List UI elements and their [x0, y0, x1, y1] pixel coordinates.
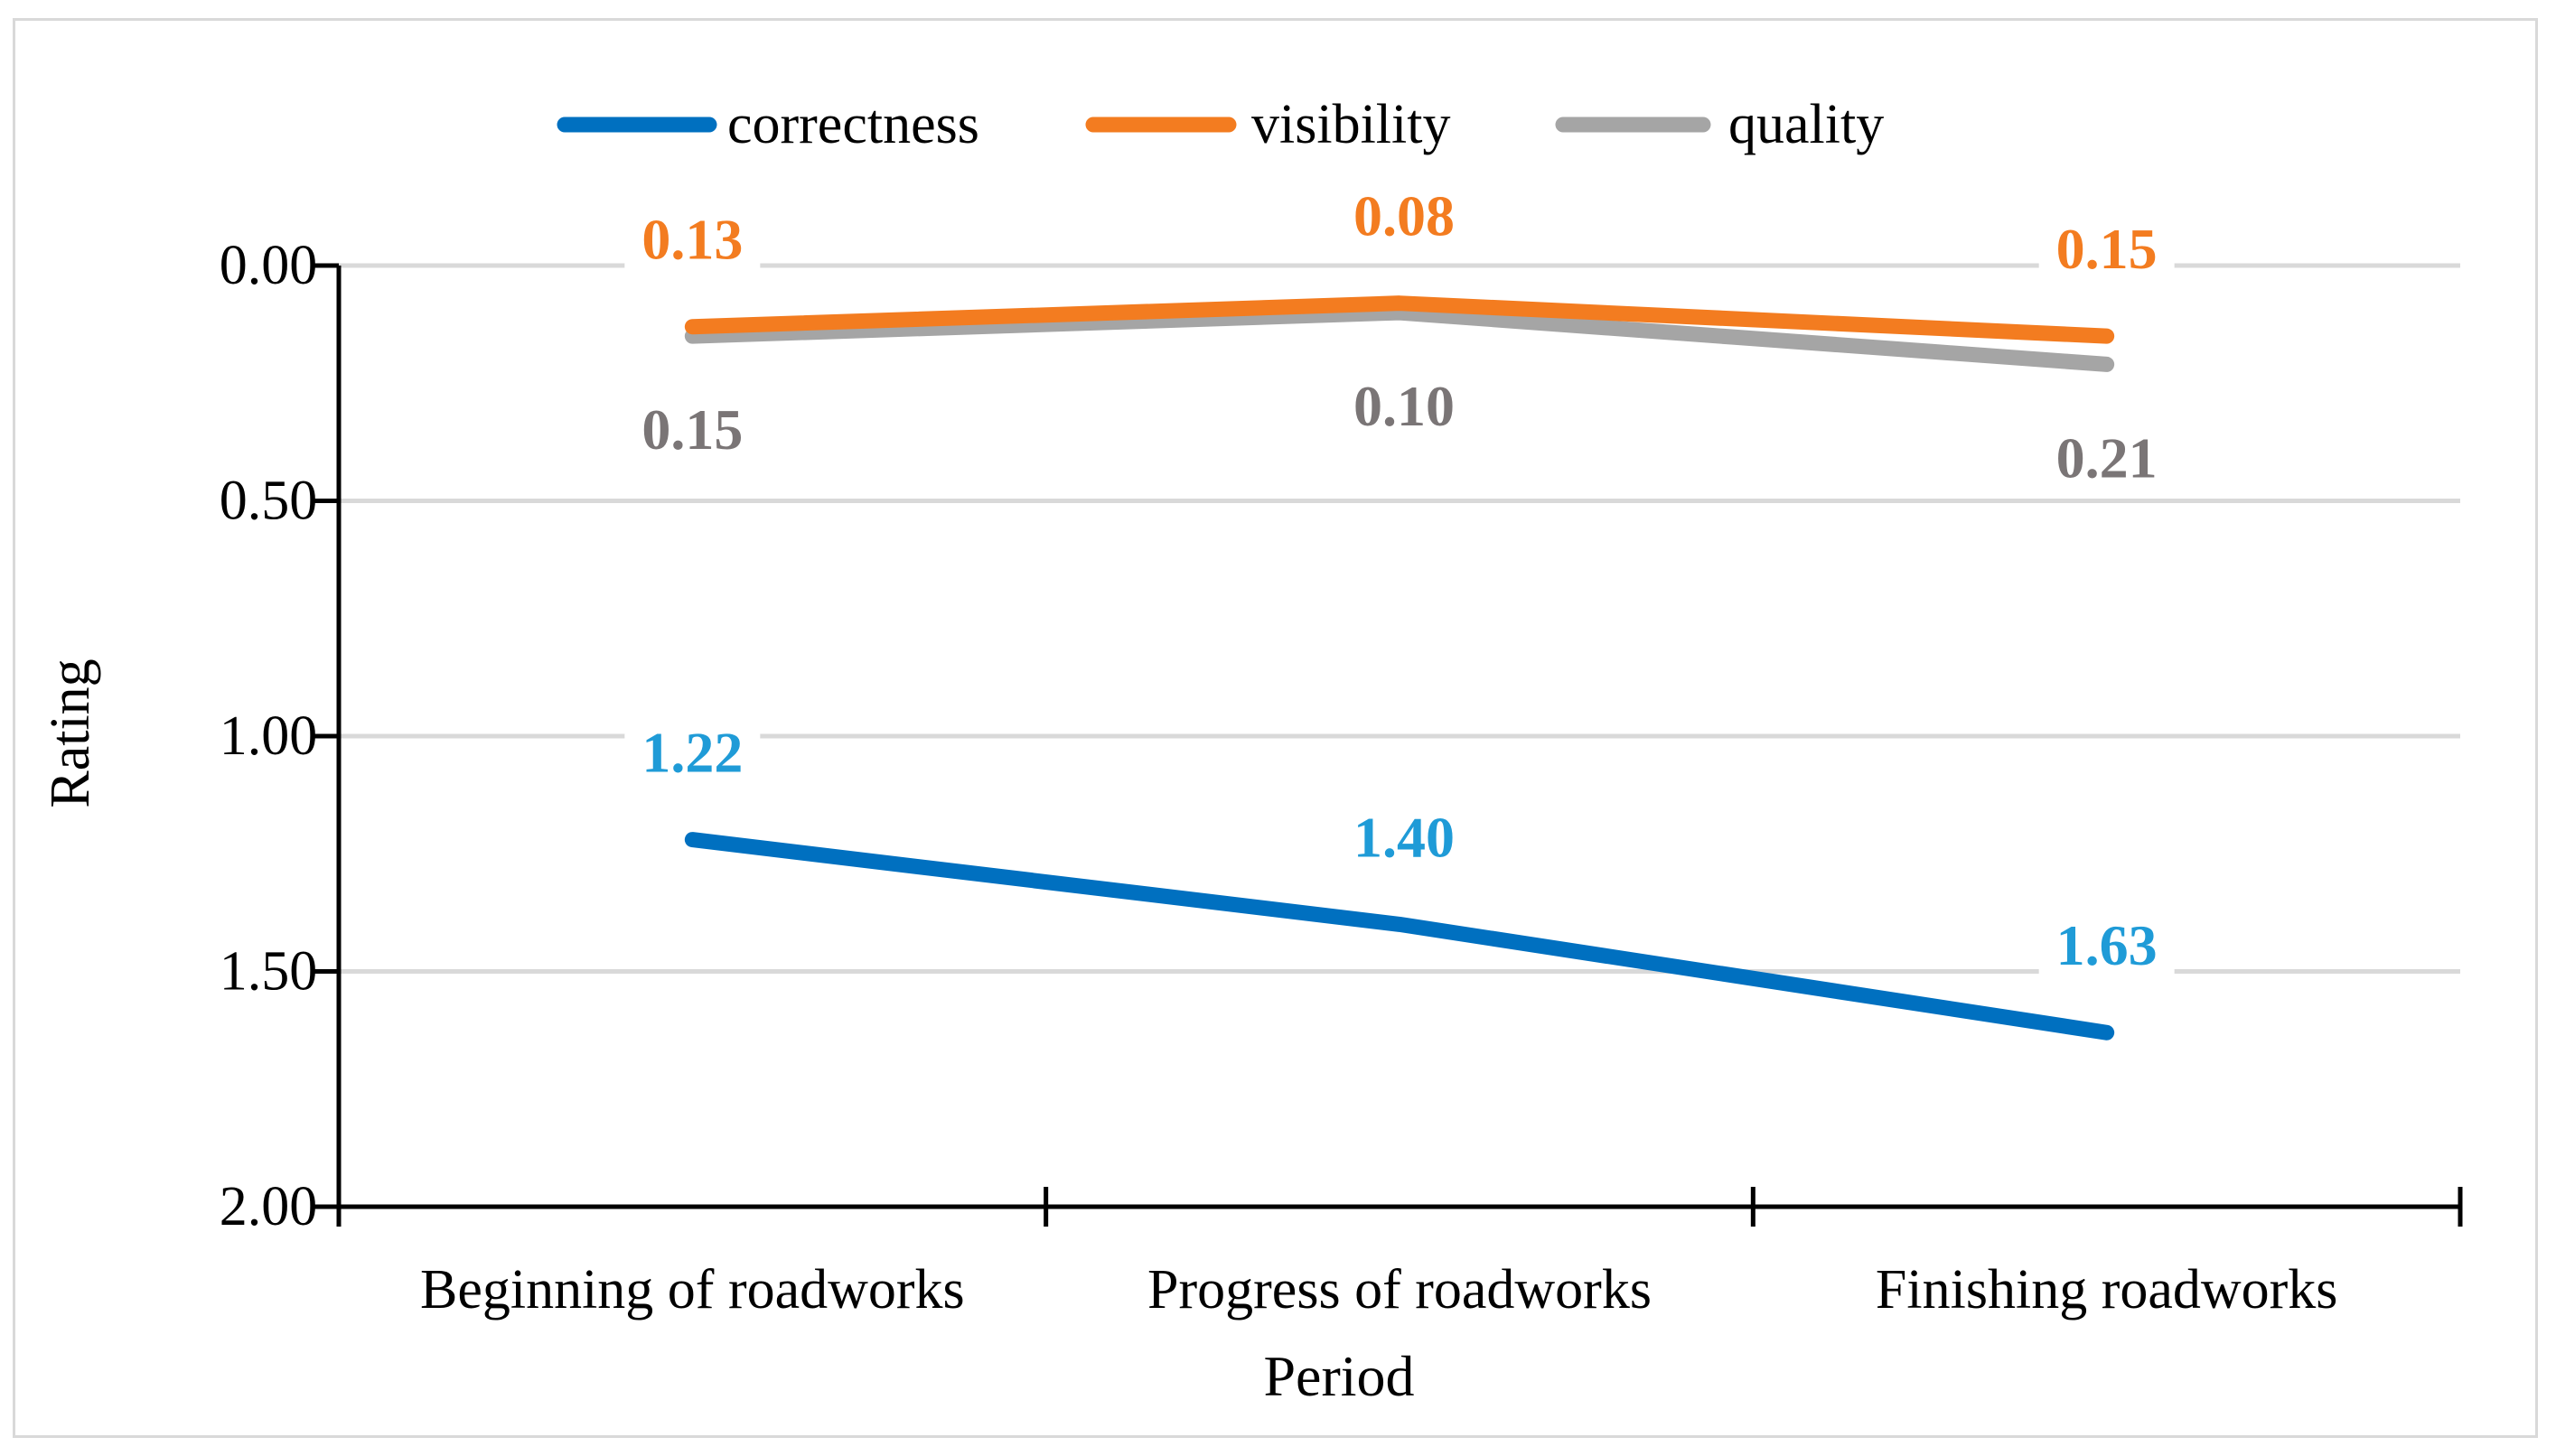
data-labels: 1.22 1.40 1.63 0.13 0.08 0.15 0.15 0.10 0.21 — [624, 181, 2175, 985]
legend-label-visibility[interactable]: visibility — [1251, 94, 1450, 155]
legend-label-correctness[interactable]: correctness — [727, 94, 979, 155]
data-label-visibility: 0.08 — [1353, 184, 1455, 248]
y-tick-label: 0.00 — [220, 235, 318, 296]
chart-frame — [13, 18, 2538, 1438]
data-label-correctness: 1.63 — [2056, 913, 2158, 977]
data-label-bg — [2038, 214, 2175, 289]
data-label-quality: 0.15 — [641, 397, 743, 462]
data-label-correctness: 1.40 — [1353, 805, 1455, 869]
data-label-bg — [2038, 423, 2175, 498]
series-lines — [684, 295, 2115, 1041]
series-line-quality — [684, 304, 2115, 372]
y-axis-label: Rating — [40, 658, 101, 807]
data-label-visibility: 0.15 — [2056, 217, 2158, 281]
axes — [314, 263, 2463, 1227]
data-label-correctness: 1.22 — [641, 721, 743, 785]
y-tick-label: 1.00 — [220, 705, 318, 767]
data-label-bg — [1336, 802, 1472, 877]
x-axis-label: Period — [1263, 1344, 1414, 1408]
data-label-bg — [1336, 371, 1472, 446]
series-line-correctness — [684, 832, 2115, 1041]
x-tick-labels: Beginning of roadworks Progress of roadwo… — [420, 1259, 2337, 1321]
y-tick-label: 2.00 — [220, 1176, 318, 1237]
data-label-bg — [624, 717, 761, 792]
y-tick-label: 0.50 — [220, 471, 318, 532]
data-label-bg — [2038, 910, 2175, 985]
series-line-visibility — [684, 295, 2115, 344]
y-tick-label: 1.50 — [220, 941, 318, 1003]
legend-label-quality[interactable]: quality — [1728, 94, 1884, 155]
data-label-quality: 0.10 — [1353, 374, 1455, 438]
data-label-bg — [1336, 181, 1472, 256]
data-label-quality: 0.21 — [2056, 425, 2158, 490]
data-label-bg — [624, 395, 761, 470]
x-tick-label: Progress of roadworks — [1147, 1259, 1652, 1321]
y-tick-labels: 0.00 0.50 1.00 1.50 2.00 — [220, 235, 318, 1237]
legend[interactable]: correctness visibility quality — [557, 94, 1884, 155]
x-tick-label: Finishing roadworks — [1876, 1259, 2338, 1321]
x-tick-label: Beginning of roadworks — [420, 1259, 965, 1321]
data-label-bg — [624, 204, 761, 279]
data-label-visibility: 0.13 — [641, 208, 743, 272]
